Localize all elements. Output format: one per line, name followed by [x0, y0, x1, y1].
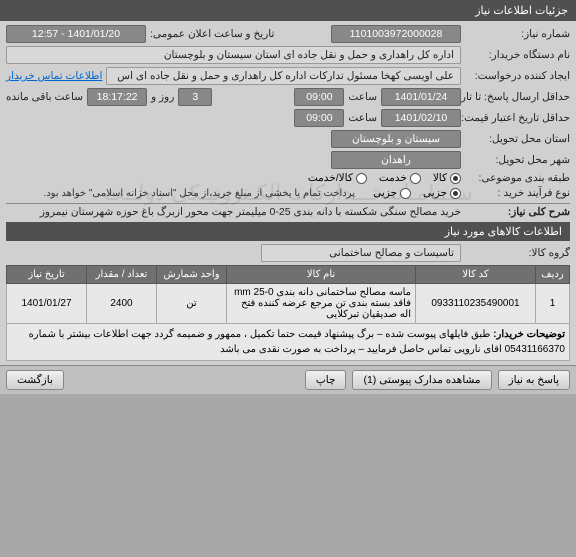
radio-joozi-2[interactable]: جزیی [373, 187, 411, 199]
cell-unit: تن [157, 284, 227, 324]
radio-joozi[interactable]: جزیی [423, 187, 461, 199]
buyer-field: اداره کل راهداری و حمل و نقل جاده ای است… [6, 46, 461, 64]
group-field: تاسیسات و مصالح ساختمانی [261, 244, 461, 262]
cell-date: 1401/01/27 [7, 284, 87, 324]
hours-remaining: 18:17:22 [87, 88, 147, 106]
req-no-field: 1101003972000028 [331, 25, 461, 43]
footer-bar: پاسخ به نیاز مشاهده مدارک پیوستی (1) چاپ… [0, 365, 576, 394]
buyer-label: نام دستگاه خریدار: [465, 49, 570, 61]
buyer-notes-row: توضیحات خریدار: طبق فایلهای پیوست شده – … [7, 324, 570, 361]
panel-title: جزئیات اطلاعات نیاز [475, 5, 568, 17]
city-field: راهدان [331, 151, 461, 169]
col-qty: تعداد / مقدار [87, 266, 157, 284]
cell-code: 0933110235490001 [416, 284, 536, 324]
reply-button[interactable]: پاسخ به نیاز [498, 370, 570, 390]
items-section-header: اطلاعات کالاهای مورد نیاز [6, 222, 570, 241]
cell-idx: 1 [536, 284, 570, 324]
radio-dot-icon [356, 173, 367, 184]
radio-dot-icon [410, 173, 421, 184]
radio-kala-khadamat-label: کالا/خدمت [308, 172, 353, 184]
hours-suffix: ساعت باقی مانده [6, 91, 83, 103]
req-no-label: شماره نیاز: [465, 28, 570, 40]
validity-time: 09:00 [294, 109, 344, 127]
time-label-1: ساعت [348, 91, 377, 103]
need-title: خرید مصالح سنگی شکسته با دانه بندی 25-0 … [6, 206, 461, 218]
province-label: استان محل تحویل: [465, 133, 570, 145]
creator-field: علی اویسی کهخا مسئول تدارکات اداره کل را… [106, 67, 461, 85]
need-title-label: شرح کلی نیاز: [465, 206, 570, 218]
radio-kala-label: کالا [433, 172, 447, 184]
items-section-title: اطلاعات کالاهای مورد نیاز [445, 226, 562, 238]
radio-dot-icon [450, 173, 461, 184]
buyer-notes: طبق فایلهای پیوست شده – برگ پیشنهاد قیمت… [29, 329, 565, 355]
province-field: سیستان و بلوچستان [331, 130, 461, 148]
group-label: گروه کالا: [465, 247, 570, 259]
announce-label: تاریخ و ساعت اعلان عمومی: [150, 28, 274, 40]
col-idx: ردیف [536, 266, 570, 284]
radio-kala-khadamat[interactable]: کالا/خدمت [308, 172, 367, 184]
attachments-button[interactable]: مشاهده مدارک پیوستی (1) [352, 370, 491, 390]
items-table: ردیف کد کالا نام کالا واحد شمارش تعداد /… [6, 265, 570, 361]
col-code: کد کالا [416, 266, 536, 284]
cell-name: ماسه مصالح ساختمانی دانه بندی 0-25 mm فا… [227, 284, 416, 324]
deadline-date: 1401/01/24 [381, 88, 461, 106]
time-label-2: ساعت [348, 112, 377, 124]
days-remaining: 3 [178, 88, 212, 106]
table-row[interactable]: 1 0933110235490001 ماسه مصالح ساختمانی د… [7, 284, 570, 324]
deadline-label: حداقل ارسال پاسخ: تا تاریخ: [465, 91, 570, 104]
print-button[interactable]: چاپ [305, 370, 347, 390]
creator-label: ایجاد کننده درخواست: [465, 70, 570, 82]
col-unit: واحد شمارش [157, 266, 227, 284]
deadline-time: 09:00 [294, 88, 344, 106]
radio-dot-icon [400, 188, 411, 199]
validity-date: 1401/02/10 [381, 109, 461, 127]
contact-link[interactable]: اطلاعات تماس خریدار [6, 70, 102, 82]
subject-cat-label: طبقه بندی موضوعی: [465, 172, 570, 184]
panel-header[interactable]: جزئیات اطلاعات نیاز [0, 0, 576, 21]
days-suffix: روز و [151, 91, 174, 103]
back-button[interactable]: بازگشت [6, 370, 64, 390]
buyer-notes-label: توضیحات خریدار: [493, 329, 565, 340]
city-label: شهر محل تحویل: [465, 154, 570, 166]
radio-joozi-2-label: جزیی [373, 187, 397, 199]
radio-khadamat-label: خدمت [379, 172, 407, 184]
pay-note: پرداخت تمام یا بخشی از مبلغ خرید،از محل … [43, 188, 355, 199]
announce-field: 1401/01/20 - 12:57 [6, 25, 146, 43]
col-date: تاریخ نیاز [7, 266, 87, 284]
radio-joozi-label: جزیی [423, 187, 447, 199]
cell-qty: 2400 [87, 284, 157, 324]
radio-khadamat[interactable]: خدمت [379, 172, 421, 184]
col-name: نام کالا [227, 266, 416, 284]
purchase-type-label: نوع فرآیند خرید : [465, 187, 570, 199]
radio-dot-icon [450, 188, 461, 199]
validity-label: حداقل تاریخ اعتبار قیمت: تا تاریخ: [465, 112, 570, 125]
radio-kala[interactable]: کالا [433, 172, 461, 184]
